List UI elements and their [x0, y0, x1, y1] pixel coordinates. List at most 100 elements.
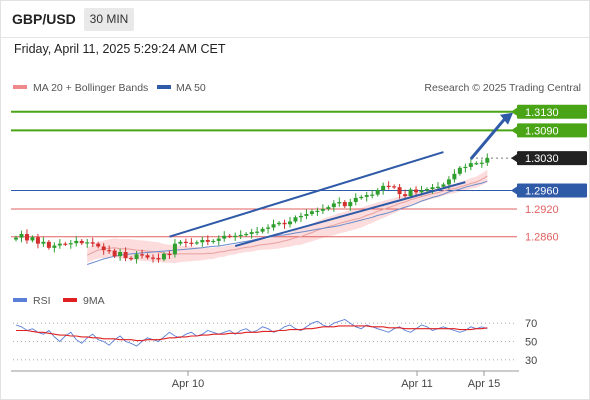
candle-body: [24, 233, 29, 241]
candle-body: [112, 250, 117, 257]
candle-body: [282, 222, 287, 225]
candle-body: [331, 203, 336, 208]
legend-swatch-ma20: [13, 85, 27, 89]
candle-body: [183, 241, 188, 244]
candle-body: [118, 252, 123, 257]
candle-body: [216, 238, 221, 241]
source-credit: Research © 2025 Trading Central: [424, 82, 581, 94]
candle-body: [151, 257, 155, 259]
candle-body: [123, 252, 128, 259]
price-tag-label: 1.3090: [525, 125, 559, 137]
projection-arrow-shaft: [469, 116, 508, 160]
ma50-line: [87, 180, 488, 265]
candle-body: [52, 245, 57, 248]
candle-body: [342, 202, 347, 207]
price-tag-pointer: [511, 186, 517, 195]
channel-lower-line: [234, 181, 466, 247]
candle-body: [46, 241, 51, 248]
time-tick-label: Apr 10: [172, 378, 204, 390]
candle-body: [79, 240, 84, 244]
candle-body: [161, 253, 166, 260]
moving-averages: [86, 175, 488, 265]
legend-label-ma50: MA 50: [176, 82, 206, 94]
chart-header: GBP/USD 30 MIN: [1, 1, 589, 37]
candle-body: [74, 240, 79, 244]
candle-body: [107, 250, 112, 252]
candle-body: [266, 227, 271, 229]
rsi-tick-30: 30: [525, 355, 537, 367]
candle-body: [370, 194, 375, 196]
candle-body: [304, 214, 309, 216]
price-tag-label: 1.3130: [525, 107, 559, 119]
candle-body: [293, 217, 298, 222]
candle-body: [271, 224, 276, 228]
candle-body: [392, 186, 397, 188]
price-tag-pointer: [511, 126, 517, 135]
rsi-tick-70: 70: [525, 318, 537, 330]
candle-body: [386, 185, 391, 188]
candle-body: [457, 167, 462, 174]
bollinger-band-fill: [87, 169, 488, 263]
candle-body: [381, 185, 386, 190]
candle-body: [200, 239, 205, 243]
price-tag-pointer: [511, 107, 517, 116]
candle-body: [397, 187, 402, 195]
candle-body: [140, 254, 145, 256]
candle-body: [320, 208, 325, 211]
candle-body: [403, 194, 408, 197]
candle-body: [19, 233, 24, 238]
candle-body: [348, 202, 353, 207]
time-axis: Apr 10 Apr 11 Apr 15: [11, 370, 519, 390]
price-levels: [11, 110, 517, 238]
candle-body: [244, 233, 249, 236]
candle-body: [315, 210, 320, 213]
projection-arrow-head: [500, 112, 513, 125]
candle-body: [101, 246, 106, 251]
candle-body: [298, 215, 303, 218]
candle-body: [156, 258, 161, 260]
legend-label-rsi: RSI: [33, 295, 51, 307]
rsi-series-9ma: [16, 325, 488, 342]
candle-body: [30, 237, 35, 241]
candle-body: [375, 190, 380, 195]
candle-body: [326, 207, 331, 209]
price-tag-1-3030: [517, 151, 587, 166]
candle-body: [364, 195, 369, 197]
candle-body: [90, 242, 95, 244]
candle-body: [35, 237, 40, 244]
main-legend: MA 20 + Bollinger Bands MA 50 Research ©…: [13, 82, 581, 94]
candle-body: [441, 184, 446, 187]
legend-swatch-9ma: [63, 298, 77, 302]
candle-body: [408, 189, 413, 197]
price-tags: 1.3130 1.3090 1.3030 1.2960 1.2920 1.2860: [511, 104, 587, 244]
candle-body: [468, 163, 473, 167]
candle-body: [260, 228, 265, 232]
legend-label-ma20: MA 20 + Bollinger Bands: [33, 82, 148, 94]
candle-body: [288, 221, 292, 225]
candle-body: [425, 189, 429, 191]
channel-upper-line: [169, 151, 444, 238]
candle-body: [63, 243, 68, 245]
candle-body: [85, 242, 90, 244]
rsi-tick-50: 50: [525, 337, 537, 349]
legend-label-9ma: 9MA: [83, 295, 105, 307]
candle-body: [205, 239, 210, 242]
header-divider: [1, 37, 589, 38]
bollinger-band: [87, 169, 488, 263]
candle-body: [446, 179, 451, 185]
candle-body: [337, 202, 342, 204]
candle-body: [430, 187, 435, 190]
rsi-panel: 70 50 30: [13, 318, 537, 367]
candle-body: [255, 231, 260, 233]
candle-body: [353, 197, 358, 203]
candle-body: [68, 243, 73, 245]
candle-body: [194, 242, 199, 244]
symbol-label: GBP/USD: [12, 11, 76, 27]
candle-body: [474, 163, 479, 165]
price-tag-pointer: [511, 154, 517, 163]
candle-body: [414, 189, 419, 193]
timeframe-button[interactable]: 30 MIN: [84, 8, 134, 31]
candle-body: [145, 255, 150, 258]
price-tag-label: 1.3030: [525, 153, 559, 165]
